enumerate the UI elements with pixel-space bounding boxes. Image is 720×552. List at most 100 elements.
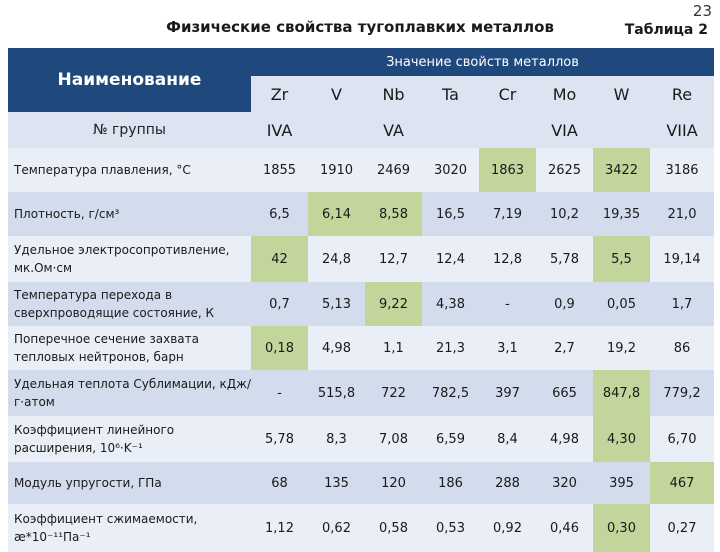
metal-header-row: Zr V Nb Ta Cr Mo W Re [8,76,714,112]
table-row: Температура перехода в сверхпроводящие с… [8,282,714,326]
page-title: Физические свойства тугоплавких металлов [166,18,554,36]
table-cell: 397 [479,370,536,416]
table-cell: 5,13 [308,282,365,326]
table-cell: 4,98 [308,326,365,370]
table-cell: 1863 [479,148,536,192]
table-cell: 135 [308,462,365,504]
table-cell: 42 [251,236,308,282]
table-cell: 3020 [422,148,479,192]
table-cell: 847,8 [593,370,650,416]
header-name: Наименование [8,48,251,112]
properties-table: Наименование Значение свойств металлов Z… [8,48,714,552]
table-cell: 6,5 [251,192,308,236]
table-cell: 12,7 [365,236,422,282]
group-header-row: № группы IVA VA VIA VIIA [8,112,714,148]
table-cell: 395 [593,462,650,504]
table-cell: 7,08 [365,416,422,462]
table-row: Коэффициент сжимаемости, æ*10⁻¹¹Па⁻¹ 1,12… [8,504,714,552]
table-cell: 3,1 [479,326,536,370]
table-row: Коэффициент линейного расширения, 10⁶·K⁻… [8,416,714,462]
table-cell: 4,30 [593,416,650,462]
table-cell: 12,8 [479,236,536,282]
table-cell: 0,58 [365,504,422,552]
table-cell: 6,70 [650,416,714,462]
table-cell: 186 [422,462,479,504]
table-row: Удельная теплота Сублимации, кДж/г·атом -… [8,370,714,416]
metal-header: V [308,76,365,112]
page-number: 23 [692,2,712,20]
table-cell: 10,2 [536,192,593,236]
group-header: VA [308,112,479,148]
table-cell: - [479,282,536,326]
table-cell: 6,14 [308,192,365,236]
table-cell: 7,19 [479,192,536,236]
table-cell: 320 [536,462,593,504]
header-values: Значение свойств металлов [251,48,714,76]
table-cell: 0,7 [251,282,308,326]
table-cell: 515,8 [308,370,365,416]
table-row: Температура плавления, °С 1855 1910 2469 302… [8,148,714,192]
table-cell: 782,5 [422,370,479,416]
table-row: Поперечное сечение захвата тепловых нейт… [8,326,714,370]
table-cell: 5,78 [251,416,308,462]
table-cell: 1,1 [365,326,422,370]
table-cell: 21,0 [650,192,714,236]
table-cell: 12,4 [422,236,479,282]
row-label: Температура перехода в сверхпроводящие с… [8,282,251,326]
table-cell: 665 [536,370,593,416]
table-cell: 8,4 [479,416,536,462]
table-cell: 21,3 [422,326,479,370]
table-cell: 2,7 [536,326,593,370]
table-cell: 8,58 [365,192,422,236]
table-cell: 1,7 [650,282,714,326]
table-cell: 4,98 [536,416,593,462]
table-cell: 0,62 [308,504,365,552]
metal-header: Mo [536,76,593,112]
table-cell: - [251,370,308,416]
table-cell: 0,53 [422,504,479,552]
row-label: Коэффициент линейного расширения, 10⁶·K⁻… [8,416,251,462]
metal-header: Cr [479,76,536,112]
table-cell: 16,5 [422,192,479,236]
table-cell: 2625 [536,148,593,192]
metal-header: Nb [365,76,422,112]
row-label: Поперечное сечение захвата тепловых нейт… [8,326,251,370]
table-cell: 722 [365,370,422,416]
table-cell: 0,27 [650,504,714,552]
table-cell: 288 [479,462,536,504]
row-label: Удельная теплота Сублимации, кДж/г·атом [8,370,251,416]
table-row: Модуль упругости, ГПа 68 135 120 186 288 320 39… [8,462,714,504]
table-cell: 9,22 [365,282,422,326]
table-cell: 1855 [251,148,308,192]
table-cell: 3186 [650,148,714,192]
table-body: Температура плавления, °С 1855 1910 2469 302… [8,148,714,552]
table-cell: 86 [650,326,714,370]
table-cell: 0,30 [593,504,650,552]
table-cell: 1910 [308,148,365,192]
table-cell: 1,12 [251,504,308,552]
table-cell: 24,8 [308,236,365,282]
table-cell: 6,59 [422,416,479,462]
table-cell: 0,18 [251,326,308,370]
group-header: VIIA [650,112,714,148]
table-cell: 19,35 [593,192,650,236]
row-label: Модуль упругости, ГПа [8,462,251,504]
metal-header: Ta [422,76,479,112]
table-cell: 68 [251,462,308,504]
header-group: № группы [8,112,251,148]
metal-header: W [593,76,650,112]
metal-header: Re [650,76,714,112]
metal-header: Zr [251,76,308,112]
table-cell: 3422 [593,148,650,192]
group-header: IVA [251,112,308,148]
table-cell: 0,46 [536,504,593,552]
table-cell: 467 [650,462,714,504]
table-label: Таблица 2 [624,22,708,38]
row-label: Температура плавления, °С [8,148,251,192]
table-row: Удельное электросопротивление, мк.Ом·см 4… [8,236,714,282]
table-cell: 5,78 [536,236,593,282]
row-label: Коэффициент сжимаемости, æ*10⁻¹¹Па⁻¹ [8,504,251,552]
row-label: Удельное электросопротивление, мк.Ом·см [8,236,251,282]
row-label: Плотность, г/см³ [8,192,251,236]
group-header: VIA [479,112,650,148]
